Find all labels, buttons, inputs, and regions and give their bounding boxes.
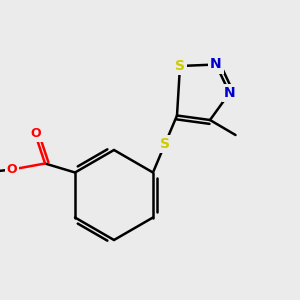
Text: N: N: [210, 58, 222, 71]
Text: S: S: [175, 59, 185, 73]
Text: N: N: [224, 86, 235, 100]
Text: O: O: [7, 163, 17, 176]
Text: S: S: [160, 137, 170, 151]
Text: O: O: [31, 127, 41, 140]
